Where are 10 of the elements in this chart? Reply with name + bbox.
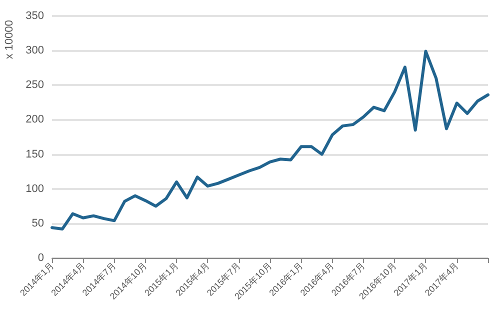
- y-axis-title: x 10000: [4, 20, 16, 60]
- y-tick-label: 100: [26, 182, 44, 195]
- y-tick-label: 0: [38, 252, 44, 264]
- y-tick-label: 200: [26, 114, 44, 126]
- y-tick-label: 150: [26, 148, 44, 160]
- y-tick-label: 250: [26, 79, 44, 92]
- line-series: [50, 50, 490, 230]
- y-tick-label: 350: [26, 10, 44, 22]
- y-tick-label: 300: [26, 44, 44, 57]
- y-tick-label: 50: [32, 217, 44, 230]
